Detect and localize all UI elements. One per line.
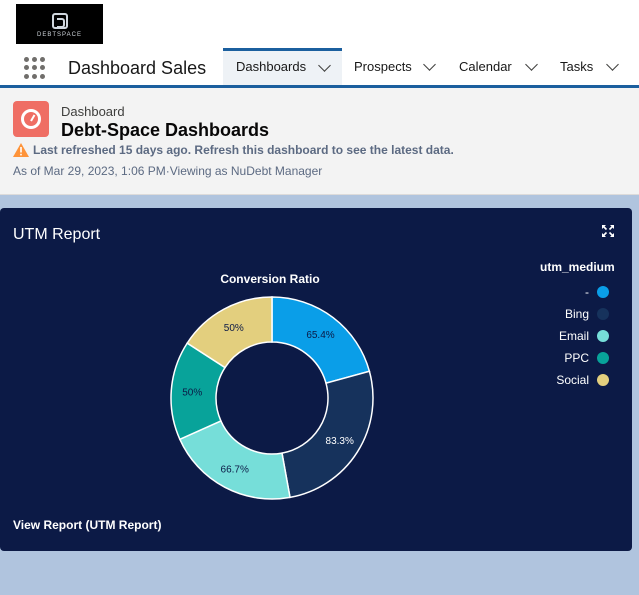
as-of-text: As of Mar 29, 2023, 1:06 PM·Viewing as N…	[13, 164, 323, 178]
legend-item[interactable]: Social	[556, 372, 609, 388]
legend-item[interactable]: Email	[559, 328, 609, 344]
tab-label: Dashboards	[236, 59, 307, 74]
legend-title: utm_medium	[540, 260, 615, 274]
view-report-link[interactable]: View Report (UTM Report)	[13, 518, 162, 532]
app-launcher-icon[interactable]	[24, 57, 46, 79]
chevron-down-icon[interactable]	[606, 57, 620, 71]
breadcrumb: Dashboard	[61, 104, 125, 119]
slice-value-label: 66.7%	[221, 464, 249, 475]
dashboard-header: Dashboard Debt-Space Dashboards Last ref…	[0, 88, 639, 195]
legend-item[interactable]: PPC	[564, 350, 609, 366]
conversion-ratio-donut-chart: 65.4% 83.3% 66.7% 50% 50%	[170, 296, 374, 500]
slice-value-label: 65.4%	[306, 330, 334, 341]
tab-calendar[interactable]: Calendar	[459, 48, 538, 85]
chevron-down-icon[interactable]	[524, 57, 538, 71]
legend-label: Bing	[564, 307, 589, 321]
tab-tasks[interactable]: Tasks	[560, 48, 620, 85]
page-title: Debt-Space Dashboards	[61, 120, 270, 140]
company-logo[interactable]: DEBTSPACE	[16, 4, 103, 44]
legend-swatch	[597, 374, 609, 386]
chevron-down-icon[interactable]	[318, 59, 331, 72]
chevron-down-icon[interactable]	[422, 57, 436, 71]
tab-label: Calendar	[459, 59, 512, 74]
legend-swatch	[597, 330, 609, 342]
legend-swatch	[597, 286, 609, 298]
refresh-warning: Last refreshed 15 days ago. Refresh this…	[13, 143, 454, 157]
legend-swatch	[597, 308, 609, 320]
slice-value-label: 50%	[224, 323, 244, 334]
logo-wordmark: DEBTSPACE	[37, 31, 82, 38]
dashboard-gauge-icon	[13, 101, 49, 137]
donut-slice-email[interactable]	[178, 419, 291, 500]
tab-label: Prospects	[354, 59, 412, 74]
widget-title: UTM Report	[13, 226, 101, 243]
tab-dashboards[interactable]: Dashboards	[223, 48, 342, 85]
chart-title: Conversion Ratio	[220, 272, 320, 286]
legend-item[interactable]: Bing	[565, 306, 609, 322]
tab-label: Tasks	[560, 59, 594, 74]
utm-report-widget: UTM Report Conversion Ratio 65.4% 83.3% 66…	[0, 208, 632, 551]
donut-slice-bing[interactable]	[281, 370, 374, 499]
app-name: Dashboard Sales	[68, 58, 207, 78]
legend-label: Email	[558, 329, 589, 343]
donut-slice-social[interactable]	[186, 296, 273, 369]
legend-swatch	[597, 352, 609, 364]
legend-label: Social	[556, 373, 589, 387]
legend-item[interactable]: -	[585, 284, 609, 300]
expand-icon[interactable]	[601, 224, 615, 238]
slice-value-label: 83.3%	[326, 436, 354, 447]
slice-value-label: 50%	[182, 387, 202, 398]
legend-label: -	[585, 285, 589, 299]
logo-mark-icon	[51, 12, 68, 29]
legend-label: PPC	[564, 351, 589, 365]
tab-prospects[interactable]: Prospects	[354, 48, 436, 85]
navigation-bar: Dashboard Sales Dashboards Prospects Cal…	[0, 48, 639, 88]
warning-icon	[13, 143, 29, 157]
warning-text: Last refreshed 15 days ago. Refresh this…	[33, 143, 454, 157]
top-header: DEBTSPACE	[0, 0, 639, 48]
